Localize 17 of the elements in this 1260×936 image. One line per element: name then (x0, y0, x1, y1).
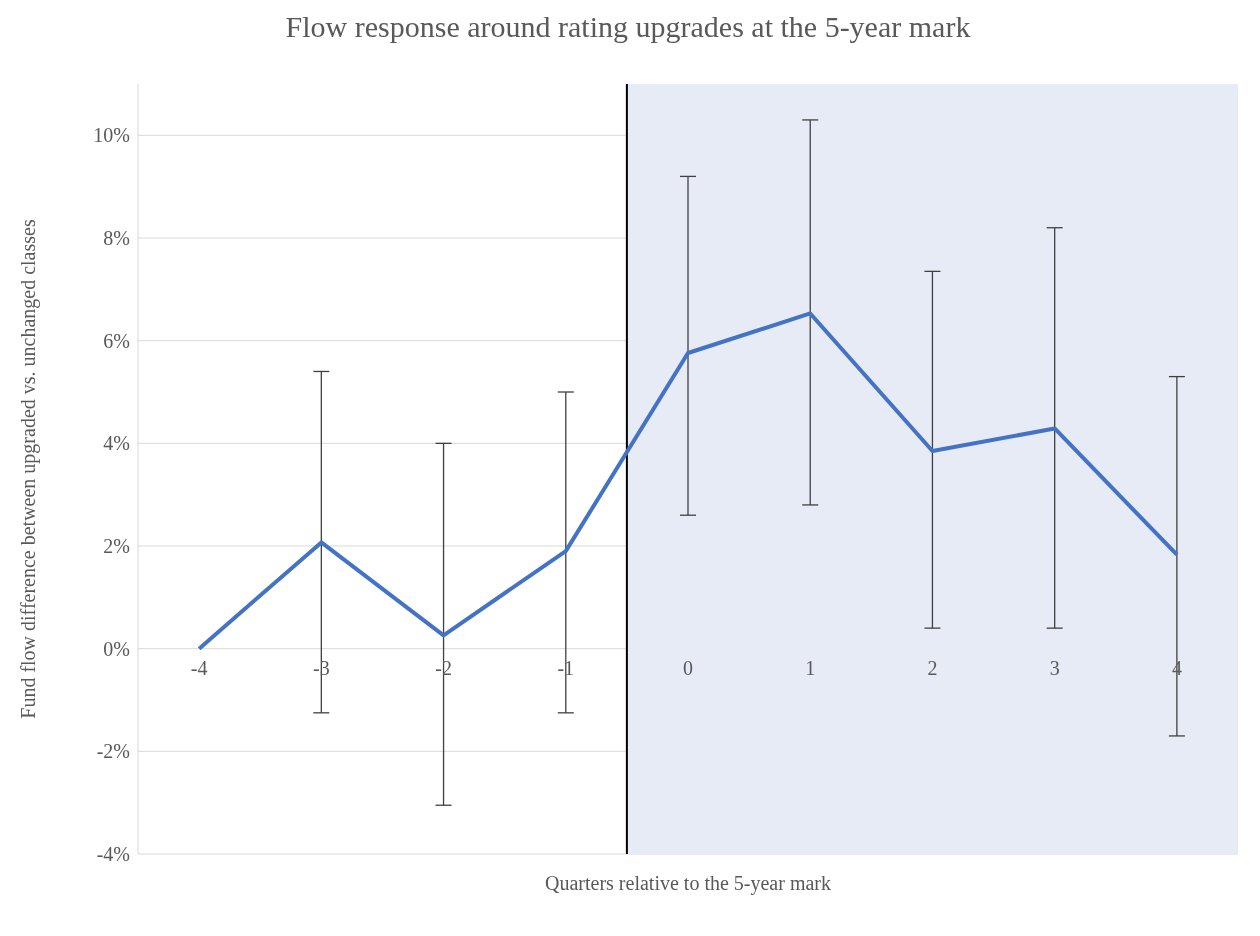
chart-title: Flow response around rating upgrades at the 5-year mark (284, 10, 972, 44)
y-tick-label: -4% (96, 843, 130, 866)
x-tick-label: 3 (1049, 656, 1060, 679)
x-tick-label: 1 (805, 656, 816, 679)
x-tick-label: 2 (927, 656, 938, 679)
x-axis-title: Quarters relative to the 5-year mark (545, 872, 831, 895)
y-tick-label: 2% (103, 535, 130, 558)
line-series (197, 311, 1179, 651)
y-tick-label: 4% (103, 432, 130, 455)
x-tick-label: 0 (683, 656, 693, 679)
y-tick-label: 0% (103, 637, 130, 660)
y-tick-label: -2% (96, 740, 130, 763)
y-tick-label: 10% (93, 124, 130, 147)
y-axis-title: Fund flow difference between upgraded vs. unchanged classes (17, 219, 41, 719)
x-tick-label: -4 (190, 656, 208, 679)
y-tick-label: 6% (103, 329, 130, 352)
y-tick-label: 8% (103, 227, 130, 250)
